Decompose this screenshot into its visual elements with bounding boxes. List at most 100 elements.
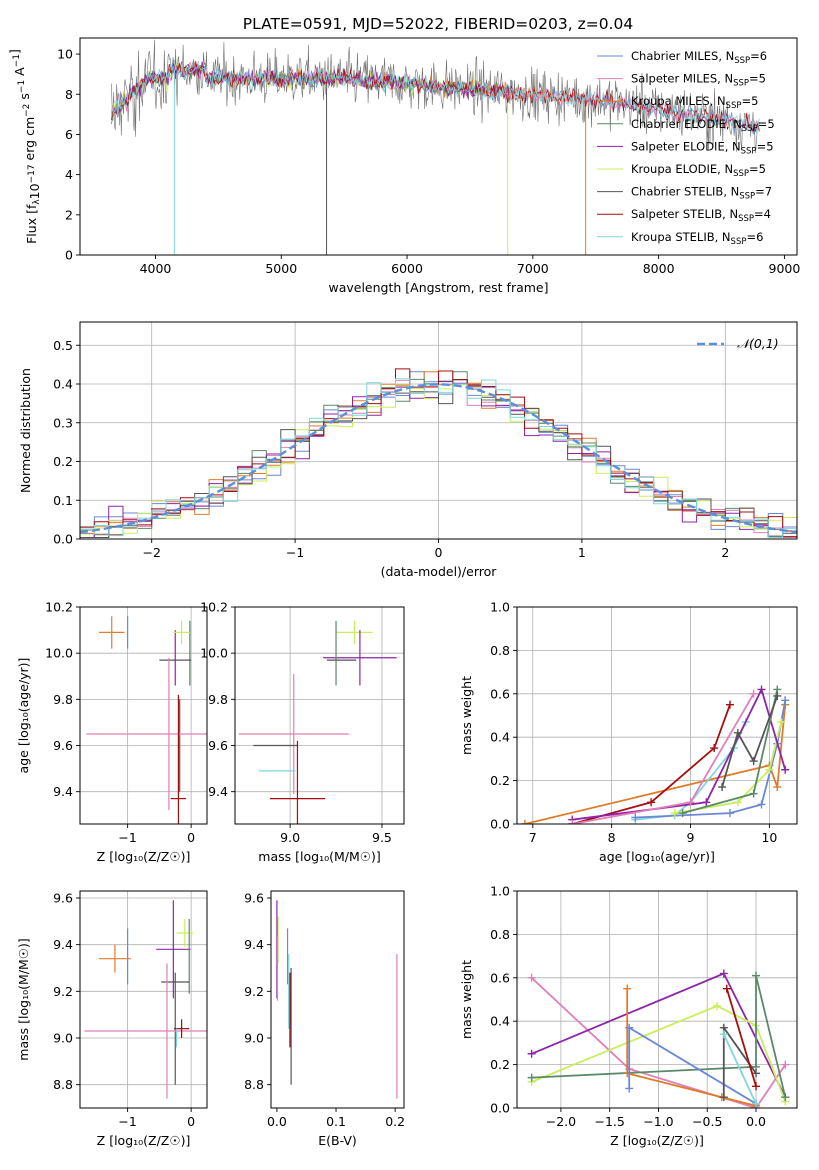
plus-marker bbox=[752, 1082, 761, 1091]
x-tick-label: 9.5 bbox=[372, 830, 392, 845]
axes-frame bbox=[516, 890, 798, 1109]
errorbars bbox=[238, 620, 397, 824]
legend-label: Salpeter ELODIE, NSSP=5 bbox=[631, 139, 774, 156]
y-tick-label: 9.6 bbox=[208, 738, 228, 753]
x-tick-label: −2.0 bbox=[546, 1114, 576, 1129]
series-line bbox=[524, 704, 787, 824]
plus-marker bbox=[713, 1002, 721, 1011]
axes-frame bbox=[79, 890, 208, 1109]
y-tick-label: 10.0 bbox=[45, 646, 73, 661]
weight-lines bbox=[520, 685, 790, 824]
plus-marker bbox=[749, 689, 758, 698]
series-line bbox=[531, 1005, 787, 1102]
x-tick-label: −1.5 bbox=[595, 1114, 625, 1129]
legend-label-text: Kroupa ELODIE, N bbox=[631, 162, 733, 176]
histogram-step bbox=[80, 379, 797, 538]
residuals-panel: −2 −1 0 1 2 0.0 0.1 0.2 0.3 0.4 0.5 (data-model)/er… bbox=[18, 321, 798, 579]
legend-label-suffix: =5 bbox=[749, 72, 766, 86]
x-tick-label: 8000 bbox=[643, 261, 675, 276]
histogram-step bbox=[80, 381, 797, 538]
y-tick-label: 9.0 bbox=[244, 1031, 264, 1046]
series-line bbox=[674, 721, 783, 814]
x-axis-label: (data-model)/error bbox=[381, 564, 498, 579]
y-tick-label: 0.6 bbox=[490, 686, 510, 701]
plus-marker bbox=[625, 1084, 634, 1093]
y-axis-label: age [log₁₀(age/yr)] bbox=[16, 658, 31, 774]
x-tick-label: 6000 bbox=[391, 261, 423, 276]
plus-marker bbox=[781, 765, 790, 774]
axes-frame bbox=[234, 606, 405, 825]
plus-marker bbox=[765, 765, 774, 774]
y-tick-label: 1.0 bbox=[490, 600, 510, 615]
y-tick-label: 10.0 bbox=[200, 646, 228, 661]
y-label-part: −2 bbox=[22, 104, 32, 117]
plus-marker bbox=[781, 1093, 790, 1102]
plus-marker bbox=[757, 685, 766, 694]
x-tick-label: 0.0 bbox=[267, 1114, 287, 1129]
y-label-part: 10 bbox=[27, 183, 42, 199]
plus-marker bbox=[719, 969, 728, 978]
plus-marker bbox=[527, 1073, 536, 1082]
series-line-chabrier-stelib bbox=[111, 39, 760, 154]
plus-marker bbox=[781, 696, 790, 705]
legend-label-suffix: =5 bbox=[757, 139, 774, 153]
mass-vs-Z-panel: −1 0 8.8 9.0 9.2 9.4 9.6 Z [log₁₀(Z/Z☉)] mass [l… bbox=[16, 890, 208, 1148]
y-tick-label: 0.6 bbox=[490, 970, 510, 985]
series-line bbox=[571, 704, 731, 824]
legend-label: Kroupa STELIB, NSSP=6 bbox=[631, 230, 763, 247]
legend-label-text: Chabrier ELODIE, N bbox=[631, 117, 742, 131]
legend-label: Salpeter MILES, NSSP=5 bbox=[631, 72, 766, 89]
y-label-part: ] bbox=[7, 49, 22, 54]
x-tick-label: 0 bbox=[435, 545, 443, 560]
y-label-part: Flux [f bbox=[24, 204, 39, 244]
y-tick-label: 0.0 bbox=[53, 532, 73, 547]
series-line bbox=[725, 988, 757, 1087]
legend-label: 𝒩(0,1) bbox=[737, 336, 779, 351]
y-axis-label: mass weight bbox=[459, 676, 474, 755]
x-tick-label: −1.0 bbox=[643, 1114, 673, 1129]
y-tick-label: 9.8 bbox=[53, 692, 73, 707]
y-label-part: −17 bbox=[27, 164, 37, 183]
x-tick-label: 2 bbox=[721, 545, 729, 560]
legend-label-suffix: =5 bbox=[741, 94, 758, 108]
y-label-part: −1 bbox=[12, 54, 22, 67]
legend-label-sub: SSP bbox=[726, 101, 742, 111]
plus-marker bbox=[623, 984, 632, 993]
y-axis-label: mass weight bbox=[459, 960, 474, 1039]
y-tick-label: 2 bbox=[65, 207, 73, 222]
x-tick-label: 1 bbox=[578, 545, 586, 560]
x-tick-label: −2 bbox=[142, 545, 160, 560]
y-tick-label: 9.2 bbox=[53, 984, 73, 999]
y-tick-label: 0.4 bbox=[490, 730, 510, 745]
x-axis-label: Z [log₁₀(Z/Z☉)] bbox=[97, 849, 191, 864]
errorbars bbox=[276, 900, 398, 1099]
plus-marker bbox=[773, 783, 782, 792]
plus-marker bbox=[625, 1023, 634, 1032]
plus-marker bbox=[752, 1099, 761, 1108]
y-tick-label: 10 bbox=[57, 47, 73, 62]
plus-marker bbox=[749, 789, 758, 798]
x-tick-label: −1 bbox=[286, 545, 304, 560]
x-tick-label: 0.0 bbox=[746, 1114, 766, 1129]
age-vs-Z-panel: −1 0 9.4 9.6 9.8 10.0 10.2 Z [log₁₀(Z/Z☉)] age [… bbox=[16, 600, 208, 864]
y-tick-label: 0.2 bbox=[53, 454, 73, 469]
y-tick-label: 9.6 bbox=[244, 891, 264, 906]
legend-label-sub: SSP bbox=[733, 79, 749, 89]
y-label-part: A bbox=[12, 67, 27, 80]
histogram-step bbox=[80, 368, 797, 536]
plus-marker bbox=[527, 1049, 536, 1058]
legend-label-text: Chabrier MILES, N bbox=[631, 49, 734, 63]
axes-frame bbox=[79, 321, 798, 540]
x-tick-label: −1 bbox=[118, 830, 136, 845]
x-axis-label: E(B-V) bbox=[318, 1133, 357, 1148]
legend-label-sub: SSP bbox=[738, 214, 754, 224]
y-tick-label: 10.2 bbox=[45, 600, 73, 615]
y-tick-label: 0.8 bbox=[490, 927, 510, 942]
x-axis-label: mass [log₁₀(M/M☉)] bbox=[258, 849, 380, 864]
spectrum-panel: 4000 5000 6000 7000 8000 9000 0 2 4 6 8 10 wavelengt… bbox=[7, 37, 800, 295]
spectrum-lines bbox=[111, 39, 760, 255]
plus-marker bbox=[670, 809, 679, 818]
axes-frame bbox=[79, 606, 208, 825]
plus-marker bbox=[777, 718, 786, 727]
y-tick-label: 0 bbox=[65, 248, 73, 263]
